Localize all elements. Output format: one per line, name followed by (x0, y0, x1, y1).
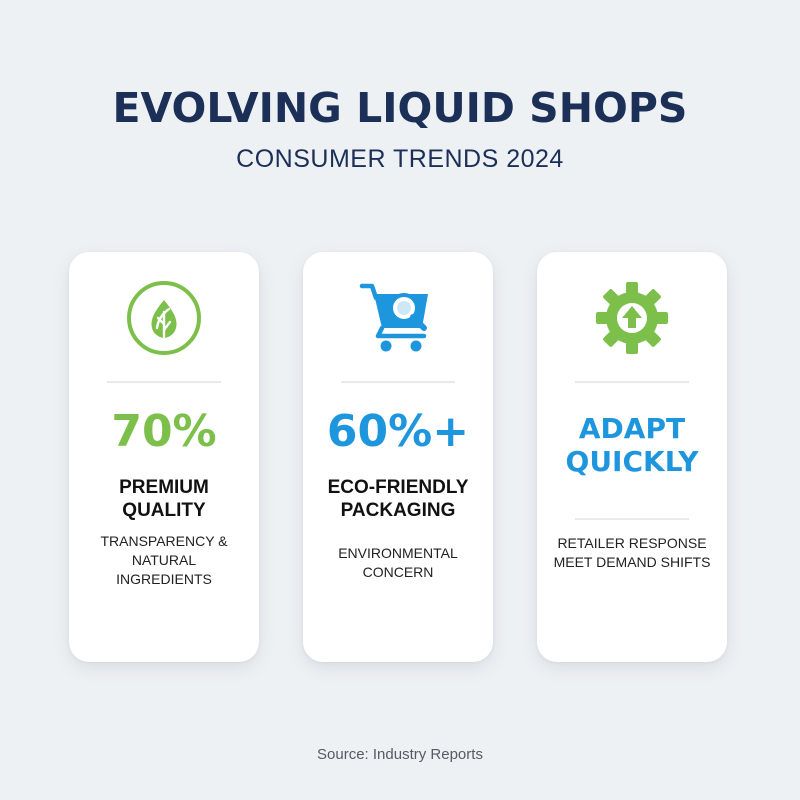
card-divider (575, 381, 689, 383)
card-divider (341, 381, 455, 383)
trend-description-line: RETAILER RESPONSE (557, 535, 707, 551)
trend-card-eco-friendly-packaging: 60%+ ECO-FRIENDLY PACKAGING ENVIRONMENTA… (303, 252, 493, 662)
stat-value: 60%+ (326, 406, 470, 457)
stat-value-line: QUICKLY (565, 445, 699, 478)
trend-description-line: MEET DEMAND SHIFTS (553, 554, 711, 570)
card-divider (107, 381, 221, 383)
trend-description-line: NATURAL (131, 552, 197, 568)
trend-description: RETAILER RESPONSE MEET DEMAND SHIFTS (537, 534, 727, 572)
trend-label: ECO-FRIENDLY PACKAGING (303, 476, 493, 522)
header: EVOLVING LIQUID SHOPS CONSUMER TRENDS 20… (0, 84, 800, 174)
stat-value: ADAPT QUICKLY (537, 412, 727, 478)
trend-label-line: PREMIUM (119, 477, 209, 498)
source-note: Source: Industry Reports (317, 746, 483, 763)
trend-card-adapt-quickly: ADAPT QUICKLY RETAILER RESPONSE MEET DEM… (537, 252, 727, 662)
page-subtitle: CONSUMER TRENDS 2024 (236, 145, 564, 173)
stat-value: 70% (111, 406, 217, 457)
trend-description-line: CONCERN (362, 564, 434, 580)
trend-description: TRANSPARENCY & NATURAL INGREDIENTS (69, 532, 259, 589)
page-title: EVOLVING LIQUID SHOPS (112, 84, 688, 132)
stat-value-line: ADAPT (578, 412, 686, 445)
card-divider (575, 518, 689, 520)
trend-label-line: ECO-FRIENDLY (327, 477, 469, 498)
trend-description-line: INGREDIENTS (116, 571, 212, 587)
trend-description: ENVIRONMENTAL CONCERN (303, 544, 493, 582)
trend-label-line: PACKAGING (340, 500, 456, 521)
trend-label: PREMIUM QUALITY (69, 476, 259, 522)
trend-card-premium-quality: 70% PREMIUM QUALITY TRANSPARENCY & NATUR… (69, 252, 259, 662)
shopping-cart-search-icon (358, 278, 438, 358)
gear-arrow-up-icon (592, 278, 672, 358)
trend-description-line: TRANSPARENCY & (100, 533, 228, 549)
trend-label-line: QUALITY (122, 500, 206, 521)
trend-description-line: ENVIRONMENTAL (338, 545, 458, 561)
leaf-circle-icon (124, 278, 204, 358)
